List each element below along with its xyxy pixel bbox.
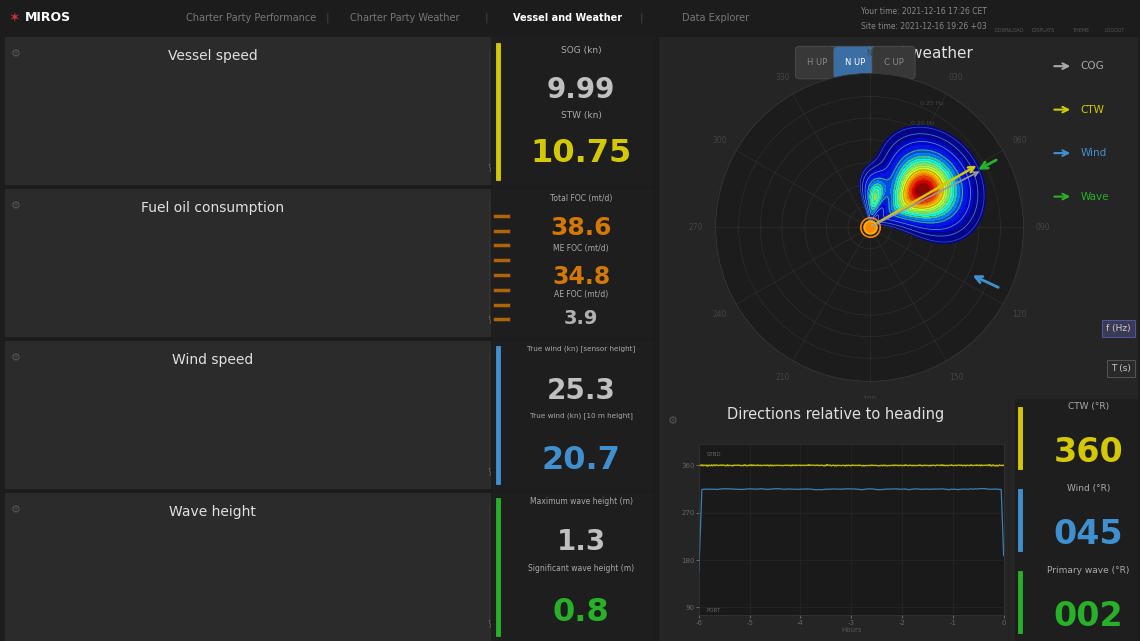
Text: |: |	[640, 13, 644, 23]
Text: STBD: STBD	[707, 453, 722, 458]
Text: Wind speed: Wind speed	[172, 353, 253, 367]
Text: Wind: Wind	[1081, 148, 1107, 158]
Text: True wind (kn) [10 m height]: True wind (kn) [10 m height]	[530, 412, 633, 419]
FancyBboxPatch shape	[872, 46, 915, 79]
Y-axis label: kn: kn	[30, 406, 35, 415]
Text: Wave: Wave	[1081, 192, 1109, 201]
Text: 25.3: 25.3	[546, 376, 616, 404]
Text: |: |	[326, 13, 329, 23]
Text: Primary wave (°R): Primary wave (°R)	[1048, 566, 1130, 575]
Text: Site time: 2021-12-16 19:26 +03: Site time: 2021-12-16 19:26 +03	[861, 22, 986, 31]
Text: f (Hz): f (Hz)	[1106, 324, 1131, 333]
Text: Wind (°R): Wind (°R)	[1067, 484, 1110, 493]
Text: ⚙: ⚙	[668, 417, 677, 426]
Text: 3.9: 3.9	[564, 309, 598, 328]
Text: 360: 360	[1053, 436, 1124, 469]
Text: 34.8: 34.8	[552, 265, 610, 288]
Text: 9.99: 9.99	[547, 76, 616, 104]
Text: Charter Party Weather: Charter Party Weather	[350, 13, 459, 23]
Text: Vessel and weather: Vessel and weather	[823, 46, 974, 62]
Text: DISPLAYS: DISPLAYS	[1032, 28, 1054, 33]
X-axis label: Hours: Hours	[260, 630, 279, 636]
Text: ME FOC (mt/d): ME FOC (mt/d)	[553, 244, 609, 253]
Text: AE FOC (mt/d): AE FOC (mt/d)	[554, 290, 608, 299]
Text: ⚙: ⚙	[11, 353, 22, 363]
Text: 1.3: 1.3	[556, 528, 605, 556]
Text: 002: 002	[1053, 600, 1123, 633]
Text: ✶: ✶	[9, 11, 21, 25]
Text: T (s): T (s)	[1110, 364, 1131, 373]
Text: MIROS: MIROS	[25, 12, 71, 24]
Text: Significant wave height (m): Significant wave height (m)	[528, 564, 634, 573]
Text: Total FOC (mt/d): Total FOC (mt/d)	[549, 194, 612, 203]
FancyBboxPatch shape	[796, 46, 839, 79]
Text: CTW (°R): CTW (°R)	[1068, 402, 1109, 411]
Text: C UP: C UP	[884, 58, 903, 67]
Text: Your time: 2021-12-16 17:26 CET: Your time: 2021-12-16 17:26 CET	[861, 6, 986, 15]
Text: SOG (kn): SOG (kn)	[561, 46, 601, 55]
X-axis label: Hours: Hours	[841, 627, 862, 633]
Text: Charter Party Performance: Charter Party Performance	[186, 13, 316, 23]
Text: PORT: PORT	[707, 608, 720, 613]
Text: ⚙: ⚙	[11, 49, 22, 59]
X-axis label: Hours: Hours	[260, 326, 279, 332]
Text: Directions relative to heading: Directions relative to heading	[727, 407, 945, 422]
Text: ⚙: ⚙	[11, 201, 22, 211]
Text: Vessel and Weather: Vessel and Weather	[513, 13, 622, 23]
Text: Wave height: Wave height	[170, 504, 256, 519]
Text: 045: 045	[1053, 518, 1123, 551]
Text: CTW: CTW	[1081, 104, 1105, 115]
Text: H UP: H UP	[807, 58, 826, 67]
Text: Fuel oil consumption: Fuel oil consumption	[141, 201, 285, 215]
X-axis label: Hours: Hours	[260, 174, 279, 180]
Text: COG: COG	[1081, 61, 1104, 71]
Y-axis label: kn: kn	[30, 102, 35, 111]
Text: 0.8: 0.8	[553, 597, 610, 628]
Text: THEME: THEME	[1072, 28, 1090, 33]
Text: 38.6: 38.6	[551, 216, 612, 240]
Text: Vessel speed: Vessel speed	[168, 49, 258, 63]
Y-axis label: mt/d: mt/d	[31, 251, 35, 266]
Text: |: |	[484, 13, 488, 23]
Text: STW (kn): STW (kn)	[561, 112, 602, 121]
FancyBboxPatch shape	[833, 46, 877, 79]
Text: 20.7: 20.7	[542, 445, 620, 476]
X-axis label: Hours: Hours	[260, 478, 279, 484]
Text: Data Explorer: Data Explorer	[683, 13, 749, 23]
Text: LOGOUT: LOGOUT	[1105, 28, 1125, 33]
Text: ⚙: ⚙	[11, 504, 22, 515]
Text: True wind (kn) [sensor height]: True wind (kn) [sensor height]	[527, 345, 635, 352]
Text: 10.75: 10.75	[530, 138, 632, 169]
Text: N UP: N UP	[845, 58, 865, 67]
Text: Maximum wave height (m): Maximum wave height (m)	[529, 497, 633, 506]
Text: DOWNLOAD: DOWNLOAD	[994, 28, 1024, 33]
Y-axis label: m: m	[27, 559, 33, 565]
